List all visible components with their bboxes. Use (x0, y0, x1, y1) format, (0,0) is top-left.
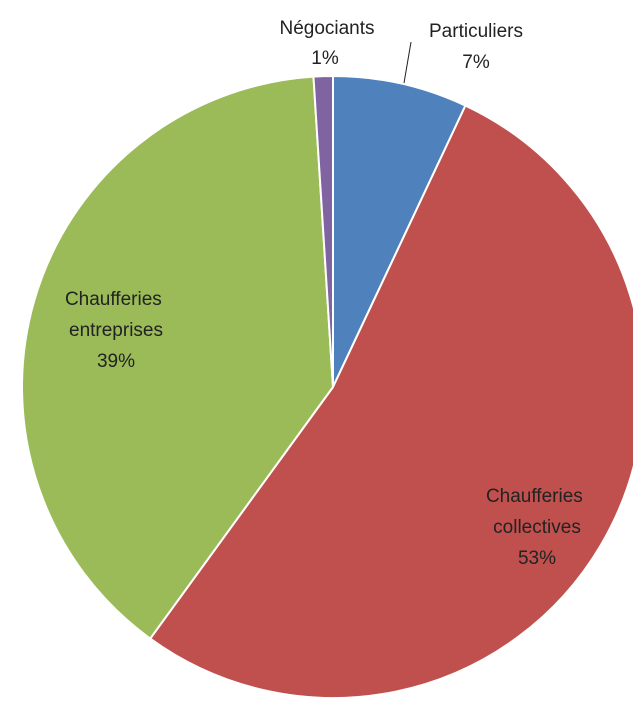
pie-slice-particuliers (332, 75, 467, 388)
slice-label-negociants-value: 1% (311, 48, 339, 69)
slice-label-collectives-name-line-1: Chaufferies (486, 486, 583, 507)
slice-label-collectives-name: Chaufferies collectives (486, 486, 588, 538)
particuliers-leader-line (403, 41, 412, 84)
slice-label-entreprises-name-line-2: entreprises (69, 320, 163, 341)
slice-label-collectives-name-line-2: collectives (493, 517, 581, 538)
slice-label-particuliers-name: Particuliers (429, 21, 523, 42)
pie-slice-chaufferies-entreprises (21, 75, 334, 640)
pie-slices (21, 74, 633, 699)
slice-label-collectives-value: 53% (518, 548, 556, 569)
slice-label-entreprises-name-line-1: Chaufferies (65, 289, 162, 310)
slice-label-particuliers-value: 7% (462, 52, 490, 73)
pie-slice-chaufferies-collectives (149, 104, 633, 699)
slice-label-entreprises-value: 39% (97, 351, 135, 372)
slice-label-entreprises-name: Chaufferies entreprises (65, 289, 167, 341)
pie-slice-negociants (312, 74, 334, 388)
slice-label-negociants-name: Négociants (279, 18, 374, 39)
